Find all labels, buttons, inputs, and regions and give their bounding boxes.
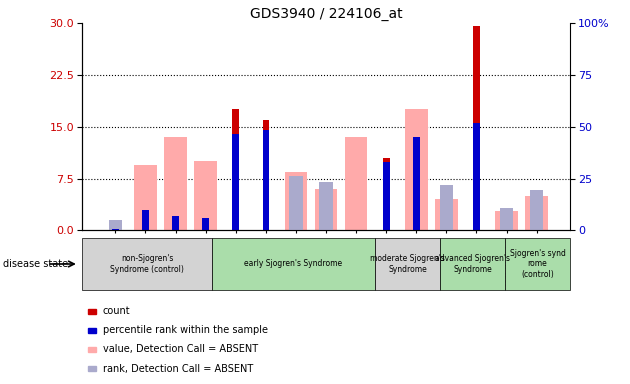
Bar [319, 182, 333, 230]
Bar [435, 199, 457, 230]
Bar [263, 130, 269, 230]
Bar [112, 229, 118, 230]
Text: percentile rank within the sample: percentile rank within the sample [103, 325, 268, 335]
Bar [473, 123, 480, 230]
Bar [134, 165, 157, 230]
Text: advanced Sjogren's
Syndrome: advanced Sjogren's Syndrome [435, 254, 510, 274]
Bar [142, 210, 149, 230]
Bar [263, 120, 269, 230]
Bar [315, 189, 337, 230]
Bar [440, 185, 453, 230]
Bar [525, 196, 548, 230]
Bar [232, 134, 239, 230]
Bar [202, 218, 209, 230]
Bar [345, 137, 367, 230]
Title: GDS3940 / 224106_at: GDS3940 / 224106_at [249, 7, 403, 21]
Bar [232, 109, 239, 230]
Bar [495, 211, 518, 230]
Bar [285, 172, 307, 230]
Bar [172, 216, 179, 230]
Text: disease state: disease state [3, 259, 68, 269]
Bar [413, 137, 420, 230]
Bar [164, 137, 187, 230]
Bar [195, 161, 217, 230]
Text: value, Detection Call = ABSENT: value, Detection Call = ABSENT [103, 344, 258, 354]
Bar [500, 208, 513, 230]
Bar [405, 109, 428, 230]
Text: non-Sjogren's
Syndrome (control): non-Sjogren's Syndrome (control) [110, 254, 184, 274]
Bar [289, 177, 302, 230]
Bar [383, 158, 389, 230]
Bar [530, 190, 544, 230]
Bar [473, 26, 480, 230]
Text: count: count [103, 306, 130, 316]
Text: early Sjogren's Syndrome: early Sjogren's Syndrome [244, 260, 343, 268]
Text: moderate Sjogren's
Syndrome: moderate Sjogren's Syndrome [370, 254, 445, 274]
Text: rank, Detection Call = ABSENT: rank, Detection Call = ABSENT [103, 364, 253, 374]
Bar [383, 162, 389, 230]
Bar [108, 220, 122, 230]
Text: Sjogren's synd
rome
(control): Sjogren's synd rome (control) [510, 249, 566, 279]
